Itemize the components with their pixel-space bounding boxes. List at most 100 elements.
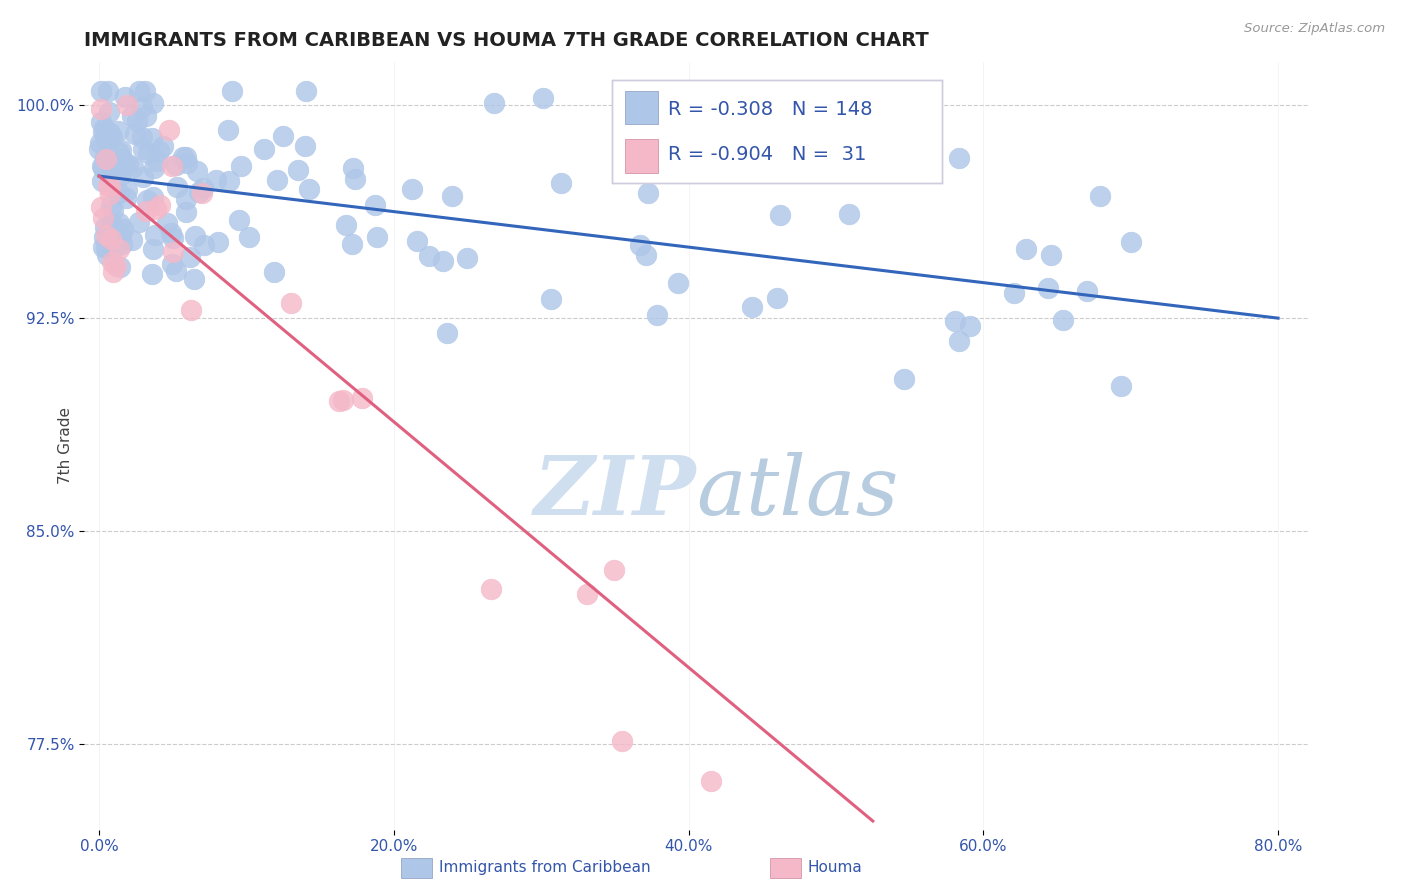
Point [111,153,134,167]
Point [484,96,506,111]
Point [1015,242,1038,256]
Point [111,222,134,236]
Point [100,178,122,193]
Point [165,158,187,172]
Point [156,216,179,230]
Point [1036,281,1059,295]
Point [623,161,645,176]
Point [266,173,288,187]
Point [456,251,478,265]
Point [1004,285,1026,300]
Point [131,100,153,114]
Point [174,205,197,219]
Point [93,220,115,235]
Point [97,135,120,149]
Point [174,150,197,164]
Point [97,84,120,98]
Point [104,259,127,273]
Point [229,159,252,173]
Point [90,159,112,173]
Point [141,131,163,145]
Point [271,129,294,144]
Point [179,250,201,264]
Point [666,276,689,290]
Text: ZIP: ZIP [533,452,696,532]
Point [637,186,659,200]
Point [94,228,117,243]
Point [100,165,122,179]
Point [136,145,159,160]
Bar [624,139,658,173]
Point [91,240,114,254]
Point [645,308,668,322]
Point [124,127,146,141]
Point [1052,313,1074,327]
Point [432,254,454,268]
Point [612,734,634,748]
Point [114,160,136,174]
Point [186,164,208,178]
Point [128,84,150,98]
Point [111,236,134,251]
Y-axis label: 7th Grade: 7th Grade [58,408,73,484]
Point [108,242,131,256]
Point [440,188,463,202]
Point [98,105,121,120]
Point [769,208,792,222]
Point [93,120,115,135]
Point [406,234,429,248]
Point [143,228,166,243]
Point [191,181,214,195]
Point [959,319,981,334]
Point [121,109,143,123]
Point [176,192,198,206]
Point [1040,248,1063,262]
Point [218,174,240,188]
Point [117,157,139,171]
Point [121,234,143,248]
Point [142,95,165,110]
Point [342,161,364,175]
Point [152,139,174,153]
Point [366,230,388,244]
Point [1076,285,1098,299]
Point [97,178,120,193]
Point [105,239,128,253]
Point [94,150,117,164]
Point [1090,189,1112,203]
Point [135,203,157,218]
Point [98,126,121,140]
Point [142,242,165,256]
Point [180,302,202,317]
Point [350,392,373,406]
Point [110,143,132,157]
Point [110,227,132,241]
Point [93,211,115,226]
Point [100,232,122,246]
Point [401,181,423,195]
Point [838,207,860,221]
Point [98,128,121,142]
Point [183,229,205,244]
Point [107,186,129,201]
Point [96,241,118,255]
Point [110,260,132,274]
Point [110,157,132,171]
Point [90,174,112,188]
Text: atlas: atlas [696,452,898,532]
Point [145,154,167,169]
Point [100,199,122,213]
Point [135,109,157,123]
Point [94,133,117,147]
Point [217,123,239,137]
Point [142,189,165,203]
Text: R = -0.904   N =  31: R = -0.904 N = 31 [668,145,866,163]
Point [943,314,966,328]
Text: R = -0.308   N = 148: R = -0.308 N = 148 [668,100,872,119]
Point [176,156,198,170]
Point [332,393,354,408]
Point [335,218,357,232]
Point [1109,378,1132,392]
Point [149,198,172,212]
Point [893,372,915,386]
